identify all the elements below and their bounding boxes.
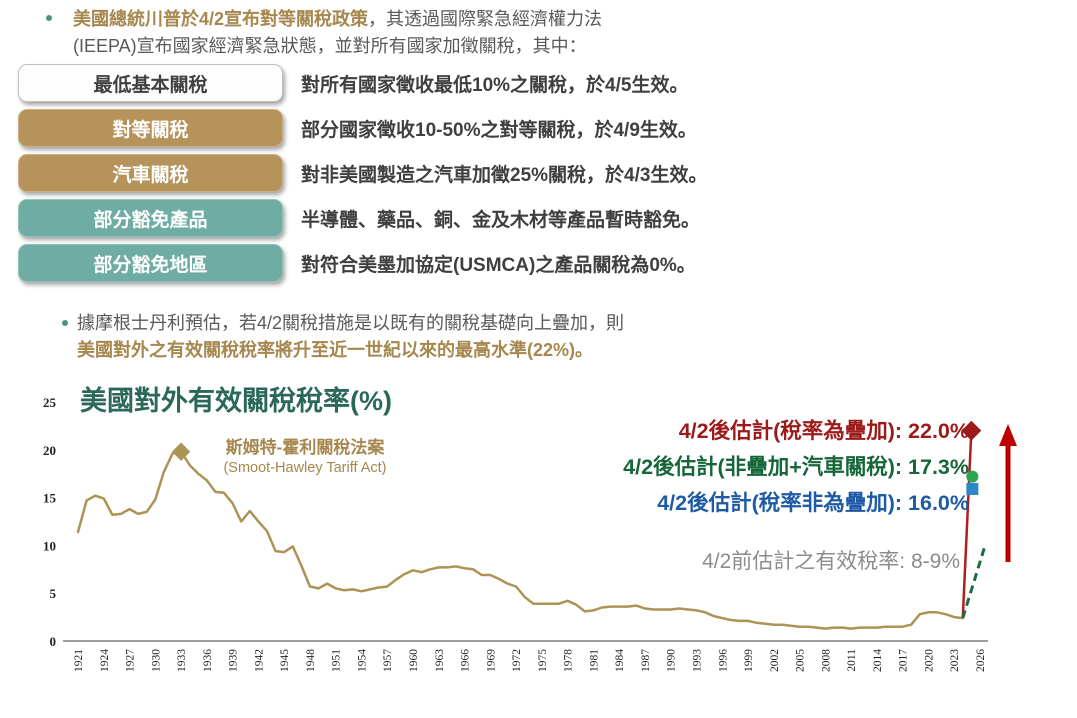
x-tick-label: 1924 [99, 649, 111, 672]
x-tick-label: 2002 [769, 649, 781, 672]
x-tick-label: 1948 [305, 649, 317, 672]
x-tick-label: 1987 [640, 649, 652, 672]
y-tick-label: 10 [43, 538, 56, 553]
estimate-line-1: 據摩根士丹利預估，若4/2關稅措施是以既有的關稅基礎向上疊加，則 [77, 313, 625, 333]
tariff-row: 汽車關稅 對非美國製造之汽車加徵25%關稅，於4/3生效。 [18, 154, 707, 192]
x-tick-label: 1921 [73, 649, 85, 672]
x-tick-label: 1957 [382, 649, 394, 672]
tariff-description: 對符合美墨加協定(USMCA)之產品關稅為0%。 [301, 254, 696, 276]
stacked-projection-diamond-marker [961, 420, 982, 441]
smoot-hawley-annotation: 斯姆特-霍利關稅法案 (Smoot-Hawley Tariff Act) [205, 437, 405, 479]
x-tick-label: 1984 [614, 649, 626, 672]
y-tick-label: 0 [50, 634, 57, 649]
x-tick-label: 1963 [434, 649, 446, 672]
intro-rest: ，其透過國際緊急經濟權力法 [368, 9, 603, 29]
bullet-icon [62, 320, 68, 326]
intro-line-1: 美國總統川普於4/2宣布對等關稅政策，其透過國際緊急經濟權力法 [73, 6, 602, 33]
x-tick-label: 2023 [949, 649, 961, 672]
stacked-projection-line [961, 430, 973, 619]
tariff-category-box: 對等關稅 [18, 109, 283, 147]
x-tick-label: 1969 [485, 649, 497, 672]
x-tick-label: 1972 [511, 649, 523, 672]
x-tick-label: 1981 [588, 649, 600, 672]
y-tick-label: 25 [43, 395, 57, 410]
x-tick-label: 1939 [228, 649, 240, 672]
x-tick-label: 2005 [795, 649, 807, 672]
stacked-estimate-label: 4/2後估計(稅率為疊加): 22.0% [678, 419, 969, 443]
x-tick-label: 1933 [176, 649, 188, 672]
x-tick-label: 2008 [820, 649, 832, 672]
intro-line-2: (IEEPA)宣布國家經濟緊急狀態，並對所有國家加徵關稅，其中： [73, 36, 587, 56]
x-tick-label: 1927 [125, 649, 137, 672]
tariff-table: 最低基本關稅 對所有國家徵收最低10%之關稅，於4/5生效。 對等關稅 部分國家徵收1… [18, 64, 707, 289]
x-tick-label: 1978 [563, 649, 575, 672]
estimate-line-2: 美國對外之有效關稅稅率將升至近一世紀以來的最高水準(22%)。 [77, 340, 594, 360]
x-tick-label: 2020 [923, 649, 935, 672]
x-tick-label: 1960 [408, 649, 420, 672]
x-tick-label: 1993 [691, 649, 703, 672]
tariff-category-box: 部分豁免地區 [18, 244, 283, 282]
x-tick-label: 1975 [537, 649, 549, 672]
intro-highlight: 美國總統川普於4/2宣布對等關稅政策 [73, 9, 369, 29]
pre-april-estimate-label: 4/2前估計之有效稅率: 8-9% [702, 550, 960, 573]
x-tick-label: 1966 [460, 649, 472, 672]
surge-arrow-head [999, 424, 1017, 446]
intro-paragraph: 美國總統川普於4/2宣布對等關稅政策，其透過國際緊急經濟權力法 (IEEPA)宣… [73, 6, 602, 60]
x-tick-label: 2014 [872, 649, 884, 672]
auto-tariff-estimate-label: 4/2後估計(非疊加+汽車關稅): 17.3% [623, 455, 969, 479]
smoot-hawley-label-zh: 斯姆特-霍利關稅法案 [225, 438, 385, 457]
y-tick-label: 5 [50, 586, 57, 601]
historical-tariff-line [76, 450, 965, 630]
x-tick-label: 1951 [331, 649, 343, 672]
x-tick-label: 1996 [717, 649, 729, 672]
smoot-hawley-marker [171, 442, 191, 461]
x-tick-label: 2026 [975, 649, 987, 672]
tariff-description: 半導體、藥品、銅、金及木材等產品暫時豁免。 [301, 209, 701, 231]
x-tick-label: 1936 [202, 649, 214, 672]
tariff-category-box: 最低基本關稅 [18, 64, 283, 102]
tariff-category-box: 部分豁免產品 [18, 199, 283, 237]
estimate-paragraph: 據摩根士丹利預估，若4/2關稅措施是以既有的關稅基礎向上疊加，則 美國對外之有效… [77, 310, 624, 364]
x-tick-label: 1930 [150, 649, 162, 672]
tariff-row: 對等關稅 部分國家徵收10-50%之對等關稅，於4/9生效。 [18, 109, 707, 147]
tariff-row: 最低基本關稅 對所有國家徵收最低10%之關稅，於4/5生效。 [18, 64, 707, 102]
tariff-row: 部分豁免地區 對符合美墨加協定(USMCA)之產品關稅為0%。 [18, 244, 707, 282]
nonstacked-estimate-label: 4/2後估計(稅率非為疊加): 16.0% [657, 491, 969, 515]
x-tick-label: 1942 [253, 649, 265, 672]
nonstacked-projection-square-marker [966, 483, 979, 496]
x-tick-label: 2011 [846, 649, 858, 672]
chart-title: 美國對外有效關稅稅率(%) [80, 386, 392, 416]
x-tick-label: 2017 [898, 649, 910, 672]
bullet-icon [46, 15, 52, 21]
auto-tariff-projection-circle-marker [966, 470, 979, 483]
tariff-description: 部分國家徵收10-50%之對等關稅，於4/9生效。 [301, 119, 697, 141]
x-tick-label: 1990 [666, 649, 678, 672]
x-tick-label: 1945 [279, 649, 291, 672]
y-tick-label: 20 [43, 443, 56, 458]
x-tick-label: 1954 [356, 649, 368, 672]
tariff-row: 部分豁免產品 半導體、藥品、銅、金及木材等產品暫時豁免。 [18, 199, 707, 237]
tariff-category-box: 汽車關稅 [18, 154, 283, 192]
tariff-description: 對非美國製造之汽車加徵25%關稅，於4/3生效。 [301, 164, 708, 186]
smoot-hawley-label-en: (Smoot-Hawley Tariff Act) [223, 460, 387, 476]
tariff-description: 對所有國家徵收最低10%之關稅，於4/5生效。 [301, 74, 689, 96]
x-tick-label: 1999 [743, 649, 755, 672]
y-tick-label: 15 [43, 491, 57, 506]
